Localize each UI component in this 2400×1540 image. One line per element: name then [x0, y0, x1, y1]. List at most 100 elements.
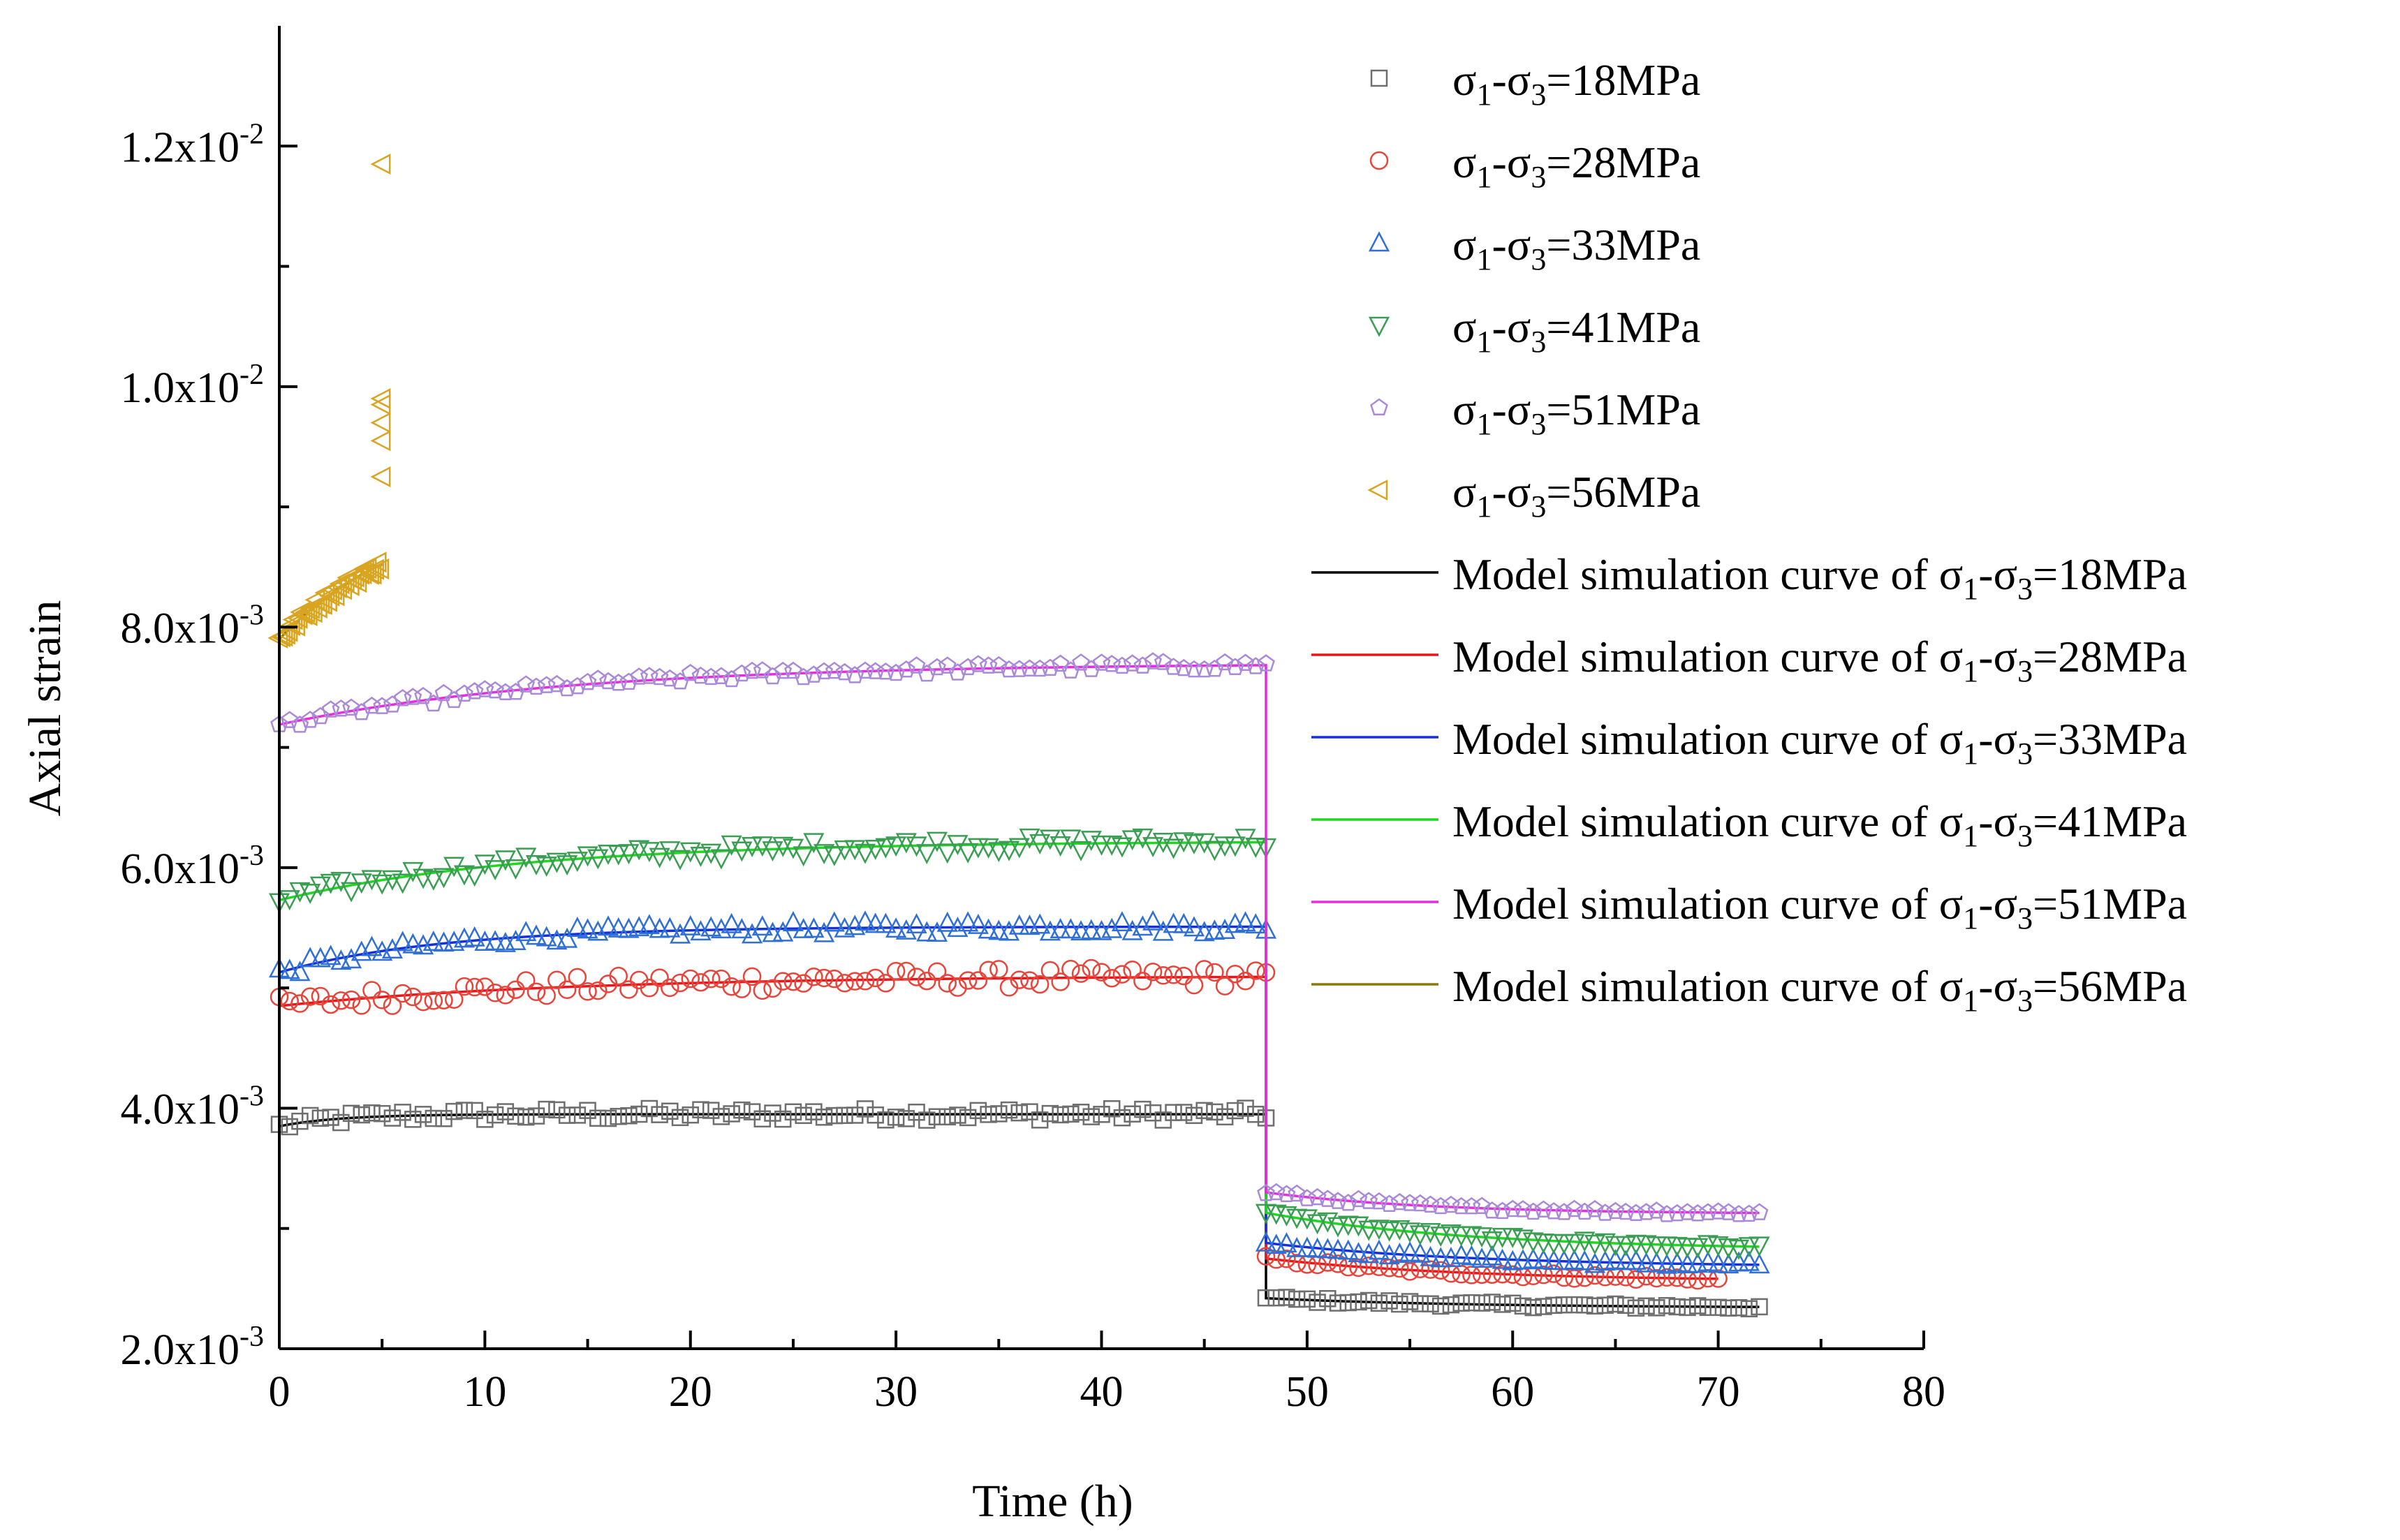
data-point	[1133, 656, 1152, 674]
data-point	[370, 466, 391, 488]
data-point	[280, 711, 299, 728]
data-point	[731, 841, 753, 862]
data-point	[1751, 1298, 1768, 1316]
data-point	[957, 843, 979, 864]
data-point	[353, 1106, 370, 1124]
data-point	[1183, 834, 1205, 854]
data-point	[1626, 1204, 1645, 1222]
data-point	[1400, 1262, 1420, 1281]
data-point	[372, 991, 392, 1009]
data-point	[1566, 1296, 1583, 1314]
data-point	[309, 876, 331, 897]
data-point	[424, 991, 443, 1010]
data-point	[700, 916, 722, 937]
data-point	[1554, 1203, 1573, 1220]
data-point	[1152, 920, 1174, 941]
data-point	[566, 917, 588, 937]
data-point	[1111, 837, 1133, 858]
data-point	[1082, 1108, 1100, 1125]
data-point	[1679, 1298, 1696, 1317]
data-point	[1121, 830, 1143, 851]
data-point	[1431, 1297, 1450, 1315]
x-tick-label: 10	[463, 1368, 506, 1416]
data-point	[926, 831, 948, 852]
data-point	[1339, 1193, 1357, 1211]
data-point	[1430, 1227, 1452, 1247]
data-point	[414, 686, 432, 704]
legend-label: σ1-σ3=33MPa	[1452, 220, 1700, 276]
data-point	[1668, 1268, 1686, 1287]
data-point	[537, 676, 556, 693]
data-point	[1041, 658, 1059, 676]
data-point	[342, 698, 360, 716]
data-point	[722, 977, 741, 996]
data-point	[650, 968, 669, 987]
data-point	[1309, 1294, 1326, 1311]
data-point	[679, 842, 701, 863]
data-point	[453, 927, 475, 948]
data-point	[363, 1104, 381, 1122]
data-point	[362, 981, 381, 1000]
data-point	[948, 663, 967, 681]
data-point	[444, 990, 464, 1009]
data-point	[1164, 965, 1183, 984]
data-point	[300, 884, 321, 905]
data-point	[784, 1103, 802, 1121]
data-point	[352, 996, 371, 1015]
data-point	[1607, 1295, 1624, 1313]
data-point	[321, 700, 340, 718]
data-point	[1061, 661, 1080, 679]
data-point	[321, 995, 340, 1014]
data-point	[1422, 1295, 1439, 1312]
data-point	[692, 1101, 709, 1118]
data-point	[1348, 1242, 1369, 1263]
data-point	[300, 947, 321, 968]
data-point	[938, 656, 957, 674]
data-point	[772, 921, 794, 942]
data-point	[895, 919, 917, 940]
data-point	[1144, 652, 1162, 669]
data-point	[330, 871, 352, 892]
data-point	[1134, 1100, 1151, 1118]
data-point	[1318, 1253, 1337, 1272]
data-point	[794, 974, 813, 993]
x-tick-label: 50	[1286, 1368, 1329, 1416]
data-point	[1257, 1289, 1275, 1307]
data-point	[988, 842, 1010, 863]
data-point	[351, 940, 372, 961]
data-point	[1503, 1265, 1522, 1284]
data-point	[1452, 1294, 1470, 1312]
data-point	[1493, 1265, 1512, 1284]
data-point	[589, 1109, 607, 1127]
data-point	[369, 558, 390, 580]
data-point	[322, 1109, 339, 1126]
data-point	[1236, 653, 1255, 672]
data-point	[1245, 913, 1267, 934]
data-point	[855, 972, 875, 991]
data-point	[710, 849, 732, 870]
data-point	[1206, 1103, 1223, 1121]
data-point	[1121, 919, 1143, 940]
data-point	[392, 931, 413, 952]
data-point	[496, 683, 515, 701]
data-point	[1646, 1236, 1668, 1257]
data-point	[823, 845, 845, 866]
data-point	[638, 914, 660, 935]
data-point	[803, 833, 825, 854]
data-point	[496, 1103, 515, 1120]
data-point	[1626, 1270, 1646, 1289]
data-point	[1543, 1234, 1565, 1254]
data-point	[1193, 833, 1215, 854]
data-point	[867, 1106, 884, 1124]
data-point	[1450, 1226, 1472, 1247]
data-point	[948, 978, 967, 997]
data-point	[302, 602, 323, 623]
data-point	[301, 1106, 319, 1125]
data-point	[1709, 1298, 1727, 1317]
data-point	[1123, 654, 1142, 672]
data-point	[279, 614, 300, 637]
data-point	[351, 873, 372, 894]
legend-item-model-1: Model simulation curve of σ1-σ3=28MPa	[1311, 632, 2187, 688]
data-point	[1473, 1197, 1491, 1214]
data-point	[1390, 1192, 1409, 1210]
